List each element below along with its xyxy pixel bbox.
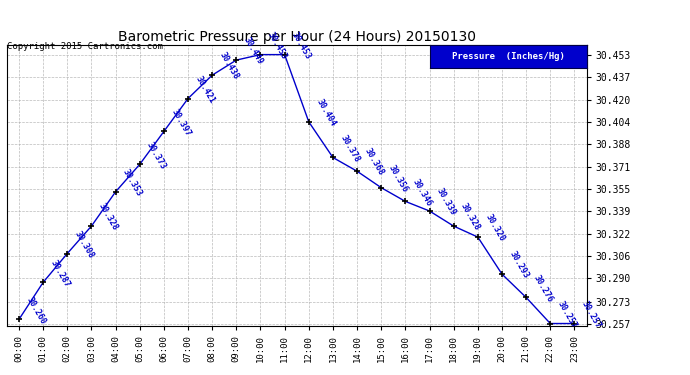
Text: 30.287: 30.287 <box>49 258 72 288</box>
Text: 30.373: 30.373 <box>146 140 168 171</box>
Text: 30.260: 30.260 <box>25 295 48 326</box>
Text: 30.404: 30.404 <box>315 98 337 128</box>
Text: 30.328: 30.328 <box>97 202 120 232</box>
Text: 30.438: 30.438 <box>218 51 241 81</box>
Text: 30.368: 30.368 <box>363 147 386 177</box>
Text: 30.293: 30.293 <box>508 250 531 280</box>
Text: 30.308: 30.308 <box>73 229 96 260</box>
Text: 30.320: 30.320 <box>484 213 506 243</box>
Text: 30.328: 30.328 <box>460 202 482 232</box>
Text: 30.353: 30.353 <box>121 168 144 198</box>
Text: 30.453: 30.453 <box>266 30 289 61</box>
Text: 30.356: 30.356 <box>387 164 410 194</box>
Text: 30.453: 30.453 <box>290 30 313 61</box>
Title: Barometric Pressure per Hour (24 Hours) 20150130: Barometric Pressure per Hour (24 Hours) … <box>118 30 475 44</box>
Text: 30.421: 30.421 <box>194 74 217 105</box>
Text: 30.339: 30.339 <box>435 187 458 217</box>
Text: Copyright 2015 Cartronics.com: Copyright 2015 Cartronics.com <box>7 42 163 51</box>
Text: 30.276: 30.276 <box>532 273 555 304</box>
Text: 30.378: 30.378 <box>339 133 362 164</box>
Text: 30.257: 30.257 <box>580 299 603 330</box>
Text: 30.346: 30.346 <box>411 177 434 208</box>
Text: 30.257: 30.257 <box>556 299 579 330</box>
Text: 30.397: 30.397 <box>170 107 193 138</box>
Text: 30.449: 30.449 <box>242 36 265 66</box>
